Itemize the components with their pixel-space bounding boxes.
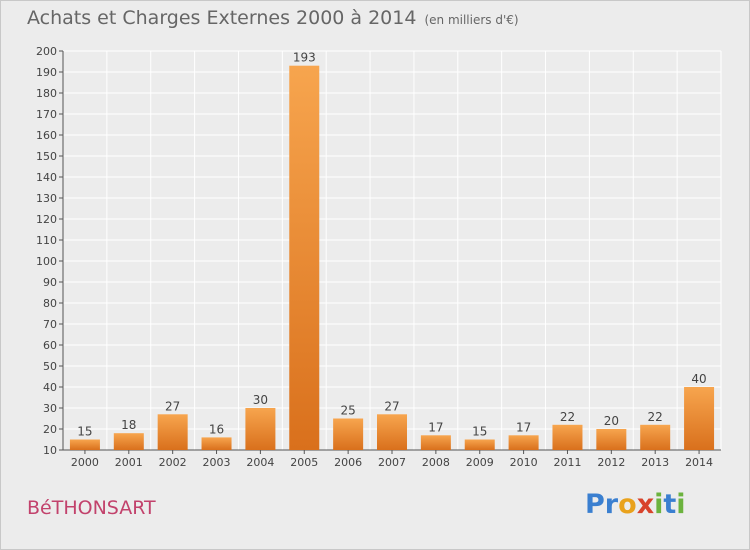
- data-label: 17: [516, 420, 531, 434]
- bar: [464, 439, 495, 450]
- x-tick-label: 2013: [641, 456, 669, 469]
- chart-unit: (en milliers d'€): [424, 13, 519, 27]
- bar: [201, 437, 232, 450]
- y-tick-label: 10: [43, 444, 57, 457]
- x-tick-label: 2002: [159, 456, 187, 469]
- data-label: 20: [604, 414, 619, 428]
- bar: [420, 435, 451, 450]
- bar: [245, 408, 276, 450]
- bar: [289, 65, 320, 450]
- bar: [508, 435, 539, 450]
- x-tick-label: 2000: [71, 456, 99, 469]
- data-label: 16: [209, 422, 224, 436]
- y-tick-label: 100: [36, 255, 57, 268]
- y-tick-label: 20: [43, 423, 57, 436]
- y-tick-label: 160: [36, 129, 57, 142]
- x-tick-label: 2008: [422, 456, 450, 469]
- bar: [552, 424, 583, 450]
- bar: [113, 433, 144, 450]
- data-label: 27: [165, 399, 180, 413]
- chart-title-text: Achats et Charges Externes 2000 à 2014: [27, 7, 417, 29]
- bar: [596, 429, 627, 450]
- chart-title: Achats et Charges Externes 2000 à 2014 (e…: [27, 7, 519, 29]
- y-tick-label: 80: [43, 297, 57, 310]
- y-tick-label: 140: [36, 171, 57, 184]
- commune-name: BéTHONSART: [27, 497, 156, 519]
- bar: [684, 387, 715, 450]
- y-tick-label: 90: [43, 276, 57, 289]
- y-tick-label: 30: [43, 402, 57, 415]
- data-label: 30: [253, 393, 268, 407]
- x-tick-label: 2001: [115, 456, 143, 469]
- x-tick-label: 2010: [510, 456, 538, 469]
- y-tick-label: 60: [43, 339, 57, 352]
- y-tick-label: 180: [36, 87, 57, 100]
- data-label: 25: [340, 404, 355, 418]
- y-tick-label: 70: [43, 318, 57, 331]
- data-label: 40: [691, 372, 706, 386]
- data-label: 27: [384, 399, 399, 413]
- data-label: 193: [293, 51, 316, 65]
- bar: [377, 414, 407, 450]
- data-label: 18: [121, 418, 136, 432]
- x-tick-label: 2011: [553, 456, 581, 469]
- data-label: 22: [648, 410, 663, 424]
- proxiti-logo: Proxiti: [585, 489, 686, 520]
- x-tick-label: 2007: [378, 456, 406, 469]
- y-tick-label: 50: [43, 360, 57, 373]
- data-label: 15: [472, 425, 487, 439]
- x-tick-label: 2006: [334, 456, 362, 469]
- bar: [157, 414, 188, 450]
- y-tick-label: 200: [36, 45, 57, 58]
- bar: [640, 424, 671, 450]
- x-tick-label: 2009: [466, 456, 494, 469]
- x-tick-label: 2014: [685, 456, 713, 469]
- data-label: 17: [428, 420, 443, 434]
- bar: [69, 439, 100, 450]
- y-tick-label: 40: [43, 381, 57, 394]
- y-tick-label: 190: [36, 66, 57, 79]
- data-label: 15: [77, 425, 92, 439]
- bar: [333, 418, 364, 450]
- y-tick-label: 170: [36, 108, 57, 121]
- y-tick-label: 120: [36, 213, 57, 226]
- y-tick-label: 110: [36, 234, 57, 247]
- x-tick-label: 2012: [597, 456, 625, 469]
- x-tick-label: 2004: [246, 456, 274, 469]
- x-tick-label: 2003: [203, 456, 231, 469]
- x-tick-label: 2005: [290, 456, 318, 469]
- y-tick-label: 150: [36, 150, 57, 163]
- data-label: 22: [560, 410, 575, 424]
- y-tick-label: 130: [36, 192, 57, 205]
